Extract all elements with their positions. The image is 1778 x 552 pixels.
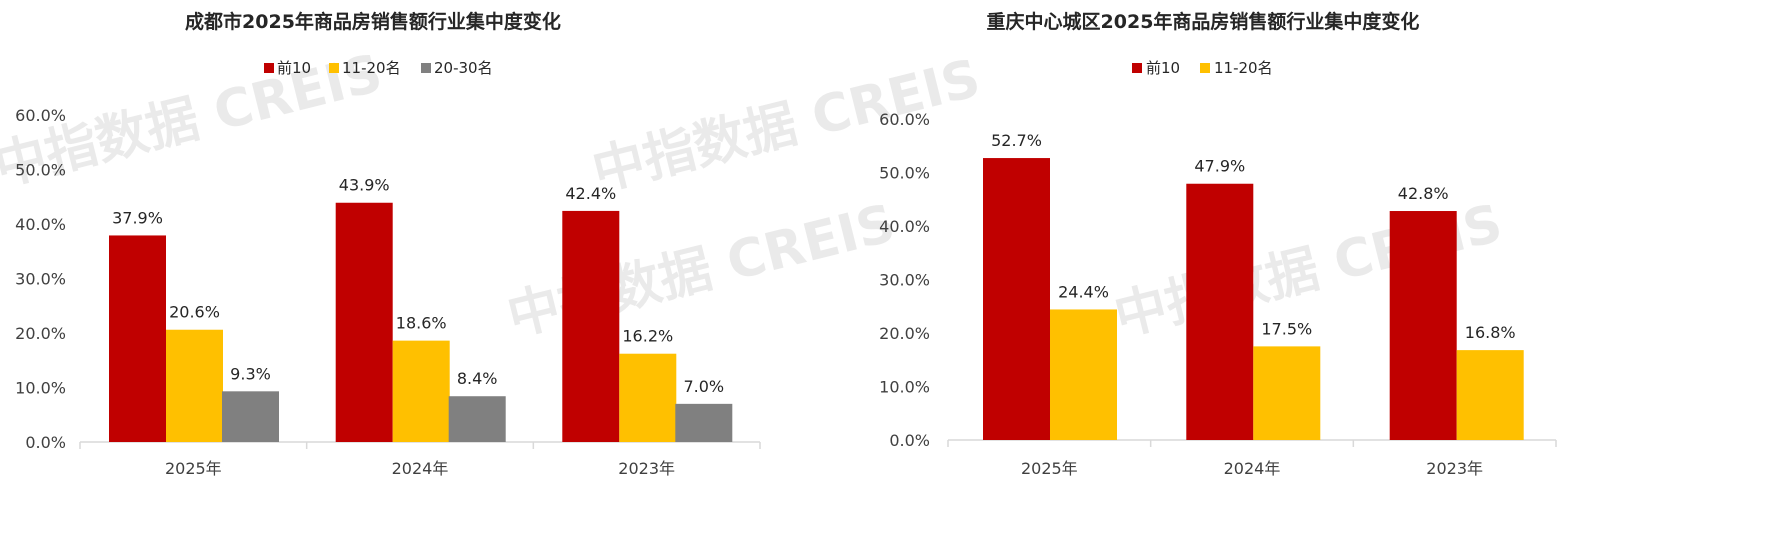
bar-1 xyxy=(166,329,223,442)
x-category-label: 2023年 xyxy=(618,459,675,478)
legend-swatch xyxy=(1200,63,1210,73)
legend-swatch xyxy=(264,63,274,73)
bar-2 xyxy=(675,403,733,442)
watermark-text: 中指数据 CREIS xyxy=(502,193,901,347)
bar-0 xyxy=(1186,183,1254,441)
chart-title: 重庆中心城区2025年商品房销售额行业集中度变化 xyxy=(987,10,1420,33)
data-label: 42.8% xyxy=(1398,184,1449,203)
y-tick-label: 30.0% xyxy=(879,271,930,290)
data-label: 8.4% xyxy=(457,369,498,388)
y-tick-label: 60.0% xyxy=(879,110,930,129)
x-category-label: 2025年 xyxy=(165,459,222,478)
data-label: 37.9% xyxy=(112,208,163,227)
data-label: 18.6% xyxy=(396,314,447,333)
chart-title: 成都市2025年商品房销售额行业集中度变化 xyxy=(185,10,561,33)
legend-label: 11-20名 xyxy=(1214,59,1273,77)
bar-0 xyxy=(562,210,620,442)
bar-1 xyxy=(1253,346,1321,440)
x-category-label: 2023年 xyxy=(1426,459,1483,478)
y-tick-label: 0.0% xyxy=(889,431,930,450)
legend-swatch xyxy=(1132,63,1142,73)
data-label: 43.9% xyxy=(339,176,390,195)
x-category-label: 2025年 xyxy=(1021,459,1078,478)
legend-label: 11-20名 xyxy=(342,59,401,77)
legend-swatch xyxy=(421,63,431,73)
x-category-label: 2024年 xyxy=(1224,459,1281,478)
bar-1 xyxy=(1050,309,1117,440)
y-tick-label: 50.0% xyxy=(879,164,930,183)
bar-2 xyxy=(222,391,279,442)
y-tick-label: 10.0% xyxy=(879,378,930,397)
data-label: 7.0% xyxy=(683,377,724,396)
legend-label: 前10 xyxy=(1146,59,1180,77)
bar-2 xyxy=(448,396,506,442)
y-tick-label: 20.0% xyxy=(15,324,66,343)
data-label: 24.4% xyxy=(1058,282,1109,301)
bar-1 xyxy=(1456,350,1524,440)
bar-0 xyxy=(1389,211,1457,440)
x-category-label: 2024年 xyxy=(392,459,449,478)
y-tick-label: 60.0% xyxy=(15,106,66,125)
y-tick-label: 40.0% xyxy=(15,215,66,234)
data-label: 20.6% xyxy=(169,303,220,322)
data-label: 52.7% xyxy=(991,131,1042,150)
legend-swatch xyxy=(329,63,339,73)
bar-1 xyxy=(619,353,677,442)
data-label: 9.3% xyxy=(230,364,271,383)
bar-1 xyxy=(392,340,450,442)
y-tick-label: 30.0% xyxy=(15,270,66,289)
legend-label: 20-30名 xyxy=(434,59,493,77)
bar-0 xyxy=(335,202,393,442)
y-tick-label: 10.0% xyxy=(15,379,66,398)
data-label: 16.8% xyxy=(1465,323,1516,342)
y-tick-label: 0.0% xyxy=(25,433,66,452)
data-label: 42.4% xyxy=(565,184,616,203)
legend-label: 前10 xyxy=(277,59,311,77)
data-label: 47.9% xyxy=(1194,157,1245,176)
y-tick-label: 20.0% xyxy=(879,324,930,343)
bar-0 xyxy=(983,158,1050,440)
y-tick-label: 50.0% xyxy=(15,161,66,180)
y-tick-label: 40.0% xyxy=(879,217,930,236)
data-label: 17.5% xyxy=(1261,319,1312,338)
data-label: 16.2% xyxy=(622,327,673,346)
bar-0 xyxy=(109,235,166,442)
